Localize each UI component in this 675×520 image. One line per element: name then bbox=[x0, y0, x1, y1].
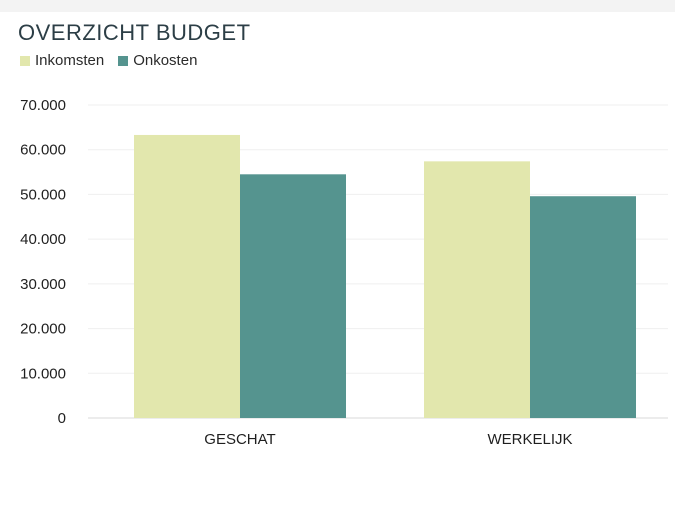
y-tick-label: 40.000 bbox=[20, 231, 66, 248]
bar-onkosten-geschat bbox=[240, 174, 346, 418]
bar-onkosten-werkelijk bbox=[530, 196, 636, 418]
y-tick-label: 70.000 bbox=[20, 97, 66, 114]
x-tick-label: WERKELIJK bbox=[487, 431, 572, 448]
legend-item-onkosten: Onkosten bbox=[118, 52, 197, 69]
legend-item-inkomsten: Inkomsten bbox=[20, 52, 104, 69]
y-tick-label: 20.000 bbox=[20, 321, 66, 338]
legend-label-inkomsten: Inkomsten bbox=[35, 52, 105, 69]
bar-inkomsten-werkelijk bbox=[424, 161, 530, 418]
y-tick-label: 60.000 bbox=[20, 142, 66, 159]
y-tick-label: 30.000 bbox=[20, 276, 66, 293]
y-tick-label: 0 bbox=[58, 410, 66, 427]
chart-title: OVERZICHT BUDGET bbox=[18, 20, 251, 45]
bar-inkomsten-geschat bbox=[134, 134, 240, 419]
chart-legend: Inkomsten Onkosten bbox=[20, 52, 197, 69]
x-tick-label: GESCHAT bbox=[204, 431, 275, 448]
legend-swatch-inkomsten bbox=[20, 55, 30, 66]
y-tick-label: 50.000 bbox=[20, 186, 66, 203]
y-tick-label: 10.000 bbox=[20, 365, 66, 382]
legend-swatch-onkosten bbox=[118, 55, 129, 66]
legend-label-onkosten: Onkosten bbox=[133, 52, 198, 69]
window-top-strip bbox=[0, 0, 675, 12]
